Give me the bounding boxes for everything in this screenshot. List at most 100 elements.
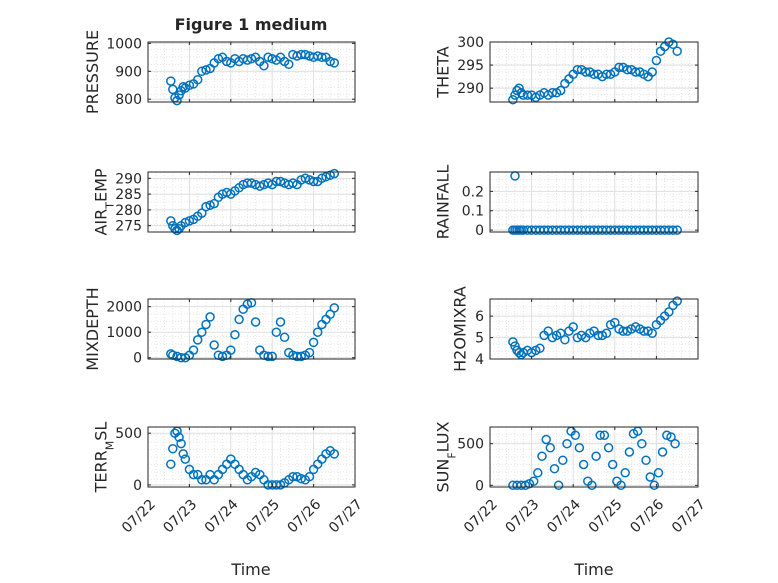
data-point: [637, 438, 647, 449]
x-tick-label: 07/26: [627, 496, 667, 536]
y-tick-label: 290: [115, 171, 142, 187]
data-point: [180, 454, 191, 464]
data-point: [329, 449, 340, 459]
y-tick-label: 0: [133, 478, 142, 494]
data-point: [624, 447, 635, 457]
x-axis-label-right: Time: [573, 560, 613, 579]
data-point: [304, 347, 315, 358]
data-point: [217, 351, 228, 362]
data-point: [651, 55, 662, 66]
data-point: [317, 454, 327, 464]
data-point: [308, 337, 319, 348]
data-point: [664, 307, 674, 317]
data-point: [259, 60, 269, 71]
data-point: [601, 328, 612, 339]
data-point: [672, 46, 682, 56]
data-point: [188, 469, 199, 480]
data-point: [259, 475, 269, 485]
axes-box: [489, 41, 699, 103]
data-point: [653, 468, 664, 478]
data-point: [325, 56, 335, 67]
y-tick-label: 0: [475, 223, 484, 239]
data-point: [166, 349, 176, 359]
data-point: [234, 314, 244, 325]
x-tick-label: 07/22: [461, 497, 501, 537]
data-point: [242, 55, 253, 65]
data-point: [508, 94, 518, 105]
axes-box: [147, 171, 356, 233]
data-point: [601, 69, 612, 80]
y-axis-label: MIXDEPTH: [83, 287, 102, 370]
data-point: [255, 181, 265, 191]
data-point: [308, 176, 319, 187]
data-point: [329, 58, 340, 68]
data-point: [672, 225, 682, 235]
data-point: [580, 67, 591, 77]
data-point: [514, 83, 524, 93]
subplot-terr-msl: 0 500 07/22 07/23 07/24 07/25 07/26 07/27 TERRMS…: [92, 422, 366, 537]
data-point: [558, 455, 568, 466]
data-point: [180, 217, 191, 228]
data-point: [176, 438, 186, 449]
data-point: [668, 39, 678, 50]
data-point: [541, 434, 551, 445]
data-point: [589, 69, 599, 80]
data-point: [657, 447, 668, 457]
data-point: [647, 328, 657, 339]
data-point: [304, 471, 315, 482]
data-point: [242, 299, 253, 309]
figure-title: Figure 1 medium: [175, 15, 328, 34]
data-point: [325, 170, 335, 180]
y-tick-label: 0: [475, 478, 484, 494]
data-point: [668, 225, 678, 235]
data-point: [662, 430, 672, 441]
y-tick-label: 290: [457, 81, 484, 97]
data-point: [630, 67, 641, 77]
data-point: [516, 88, 526, 98]
data-point: [317, 173, 327, 184]
data-point: [178, 449, 188, 459]
subplot-sun-flux: 0 500 07/22 07/23 07/24 07/25 07/26 07/27 SUNFLU…: [434, 421, 709, 536]
data-point: [197, 208, 207, 218]
data-point: [317, 52, 327, 63]
y-tick-label: 1000: [106, 36, 142, 52]
y-tick-label: 6: [475, 309, 484, 325]
data-point: [574, 443, 585, 453]
data-point: [201, 201, 211, 212]
data-point: [209, 198, 219, 209]
data-point: [221, 56, 232, 67]
x-tick-label: 07/25: [243, 497, 283, 537]
y-tick-label: 0: [133, 351, 142, 367]
data-point: [197, 327, 207, 337]
y-tick-label: 0.1: [462, 204, 484, 220]
data-point: [184, 216, 195, 226]
data-point: [560, 334, 570, 345]
data-point: [672, 296, 682, 306]
data-point: [192, 74, 203, 85]
data-point: [178, 81, 188, 92]
y-axis-label: SUNFLUX: [434, 421, 459, 492]
data-point: [188, 345, 199, 355]
data-point: [166, 76, 176, 86]
data-point: [176, 352, 186, 363]
y-tick-label: 285: [115, 187, 142, 203]
y-tick-label: 900: [115, 64, 142, 80]
data-point: [279, 332, 290, 343]
x-tick-label: 07/27: [326, 497, 366, 537]
y-tick-label: 1000: [106, 325, 142, 341]
data-point: [288, 178, 298, 188]
data-point: [329, 303, 340, 313]
axes-box: [147, 41, 356, 103]
data-point: [209, 340, 219, 350]
data-point: [166, 216, 176, 226]
x-tick-label: 07/24: [202, 496, 242, 536]
y-tick-label: 2000: [106, 300, 142, 316]
data-point: [312, 459, 323, 469]
data-point: [618, 326, 628, 336]
data-point: [578, 459, 589, 470]
data-point: [620, 468, 630, 478]
y-tick-label: 300: [457, 35, 484, 51]
data-point: [593, 330, 603, 341]
